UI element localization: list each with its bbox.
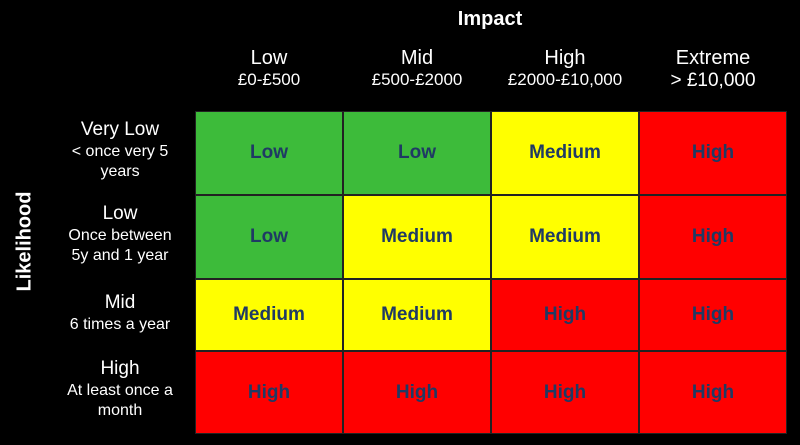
matrix-cell: High: [343, 351, 491, 434]
row-header-very-low: Very Low < once very 5 years: [50, 118, 190, 182]
column-name: Mid: [400, 47, 434, 69]
risk-matrix-grid: Low Low Medium High Low Medium Medium Hi…: [195, 111, 787, 434]
row-header-mid: Mid 6 times a year: [50, 291, 190, 335]
row-name: Low: [102, 203, 138, 224]
column-header-high: High £2000-£10,000: [491, 46, 639, 90]
matrix-cell: High: [491, 279, 639, 351]
row-name: Very Low: [80, 119, 160, 140]
impact-axis-title: Impact: [457, 8, 523, 30]
column-name: Extreme: [675, 47, 751, 69]
column-header-mid: Mid £500-£2000: [343, 46, 491, 90]
matrix-cell: Medium: [343, 279, 491, 351]
row-desc: 5y and 1 year: [71, 246, 169, 264]
column-range: £500-£2000: [371, 70, 463, 89]
row-desc: At least once a: [67, 381, 173, 399]
column-name: Low: [250, 47, 288, 69]
row-desc: years: [100, 162, 140, 180]
matrix-cell: High: [639, 279, 787, 351]
row-desc: < once very 5: [71, 142, 169, 160]
row-desc: month: [97, 401, 143, 419]
column-name: High: [544, 47, 586, 69]
row-name: High: [100, 358, 140, 379]
likelihood-axis-title: Likelihood: [13, 191, 36, 292]
matrix-cell: Low: [195, 195, 343, 279]
row-header-high: High At least once a month: [50, 357, 190, 421]
matrix-cell: Medium: [343, 195, 491, 279]
matrix-cell: Medium: [491, 195, 639, 279]
row-desc: 6 times a year: [69, 315, 171, 333]
matrix-cell: High: [639, 195, 787, 279]
matrix-cell: High: [195, 351, 343, 434]
matrix-cell: High: [639, 111, 787, 195]
matrix-cell: Medium: [195, 279, 343, 351]
matrix-cell: Medium: [491, 111, 639, 195]
column-header-extreme: Extreme > £10,000: [639, 46, 787, 93]
row-name: Mid: [104, 292, 136, 313]
matrix-cell: High: [491, 351, 639, 434]
matrix-cell: High: [639, 351, 787, 434]
matrix-cell: Low: [195, 111, 343, 195]
matrix-cell: Low: [343, 111, 491, 195]
column-header-low: Low £0-£500: [195, 46, 343, 90]
row-desc: Once between: [68, 226, 172, 244]
row-header-low: Low Once between 5y and 1 year: [50, 202, 190, 266]
column-range: £0-£500: [237, 70, 301, 89]
column-range: > £10,000: [670, 70, 756, 91]
column-range: £2000-£10,000: [507, 70, 623, 89]
